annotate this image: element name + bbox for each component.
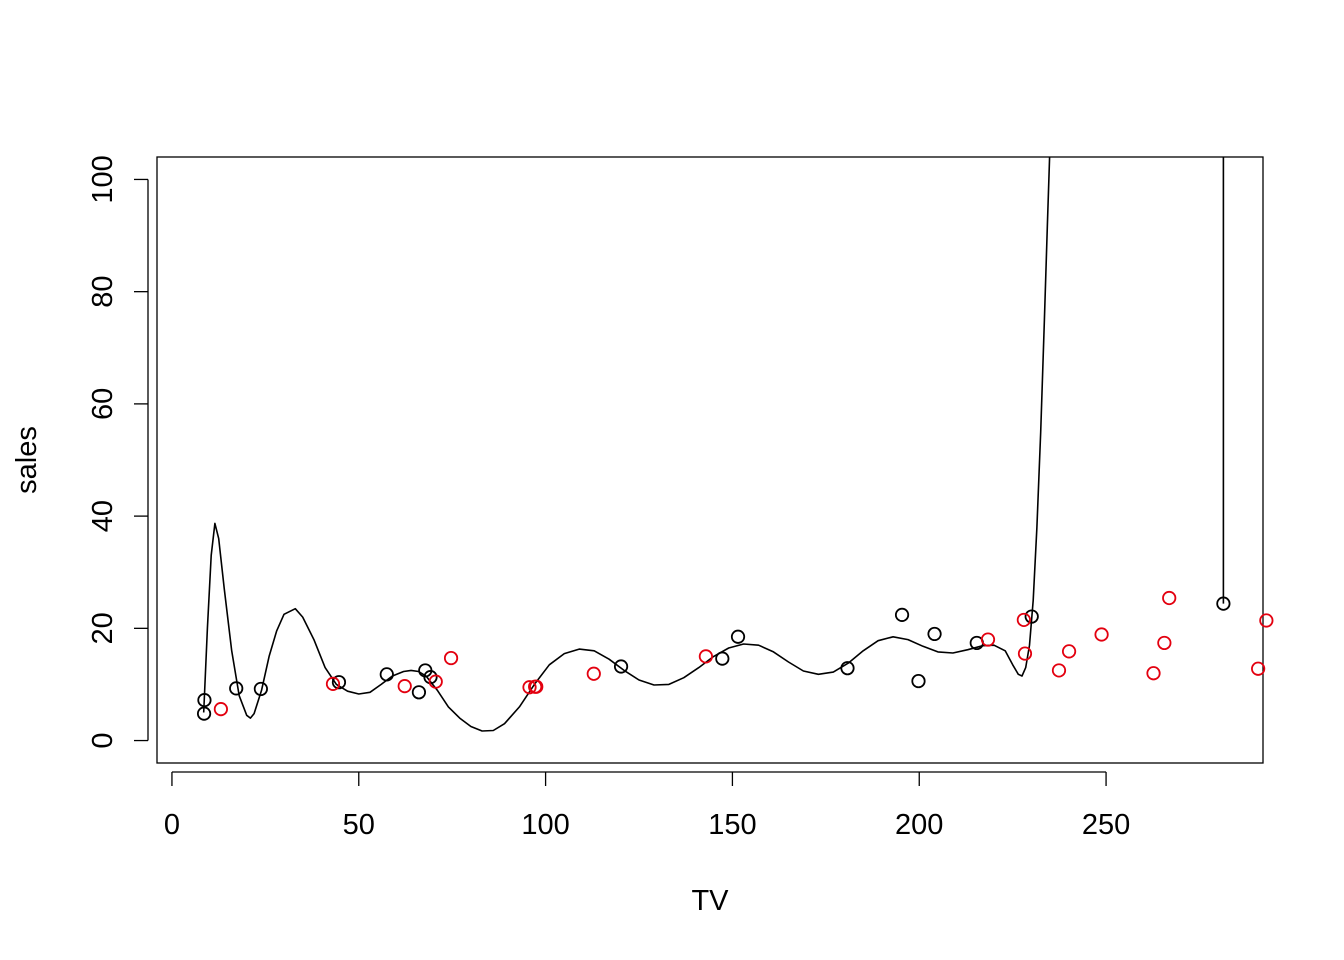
data-point <box>443 650 459 666</box>
x-tick-label: 200 <box>895 809 943 841</box>
data-point <box>522 680 537 695</box>
data-point <box>1061 644 1077 659</box>
data-point <box>698 649 713 664</box>
data-point <box>325 676 341 691</box>
x-axis-title: TV <box>691 885 729 917</box>
x-tick-label: 50 <box>343 809 375 841</box>
data-point <box>1016 612 1031 628</box>
x-tick-label: 100 <box>521 809 569 841</box>
data-point <box>1157 635 1172 651</box>
plot-frame <box>156 156 1264 764</box>
data-point <box>894 607 910 622</box>
data-point <box>927 626 942 642</box>
data-point <box>586 666 601 681</box>
data-point <box>1162 590 1177 606</box>
y-tick-label: 0 <box>87 732 119 748</box>
y-tick-label: 20 <box>87 612 119 644</box>
plot-box <box>156 156 1264 764</box>
data-point <box>197 693 212 708</box>
series-2 <box>213 590 1274 717</box>
data-point <box>196 706 212 721</box>
data-point <box>613 659 629 674</box>
x-tick-label: 0 <box>164 809 180 841</box>
y-tick-label: 100 <box>87 155 119 203</box>
data-point <box>213 702 228 717</box>
data-point <box>1051 663 1067 678</box>
data-point <box>840 661 855 676</box>
y-tick-label: 40 <box>87 500 119 532</box>
y-tick-label: 60 <box>87 388 119 420</box>
data-point <box>397 679 412 694</box>
y-tick-label: 80 <box>87 276 119 308</box>
x-axis: 0 50 100 150 200 250 <box>164 771 1130 841</box>
data-point <box>715 651 730 666</box>
data-point <box>331 675 347 690</box>
data-point <box>1251 661 1266 676</box>
data-point <box>411 685 427 700</box>
data-point <box>379 667 394 682</box>
data-point <box>1024 609 1039 624</box>
data-point <box>529 679 544 694</box>
data-point <box>1094 627 1109 642</box>
data-point <box>1216 596 1231 611</box>
data-point <box>1259 613 1274 628</box>
data-point <box>1146 666 1161 681</box>
data-point <box>730 629 746 644</box>
y-axis: 0 20 40 60 80 100 <box>87 155 149 749</box>
points-layer <box>196 590 1274 721</box>
data-point <box>253 681 268 697</box>
data-point <box>980 632 996 647</box>
data-point <box>1017 646 1033 661</box>
x-tick-label: 150 <box>708 809 756 841</box>
y-axis-title: sales <box>11 426 43 494</box>
data-point <box>428 674 443 689</box>
x-tick-label: 250 <box>1082 809 1130 841</box>
data-point <box>229 681 244 696</box>
fitted-curve-layer <box>202 157 1225 732</box>
series-1 <box>196 596 1231 721</box>
fitted-curve <box>202 157 1051 732</box>
data-point <box>911 673 926 689</box>
